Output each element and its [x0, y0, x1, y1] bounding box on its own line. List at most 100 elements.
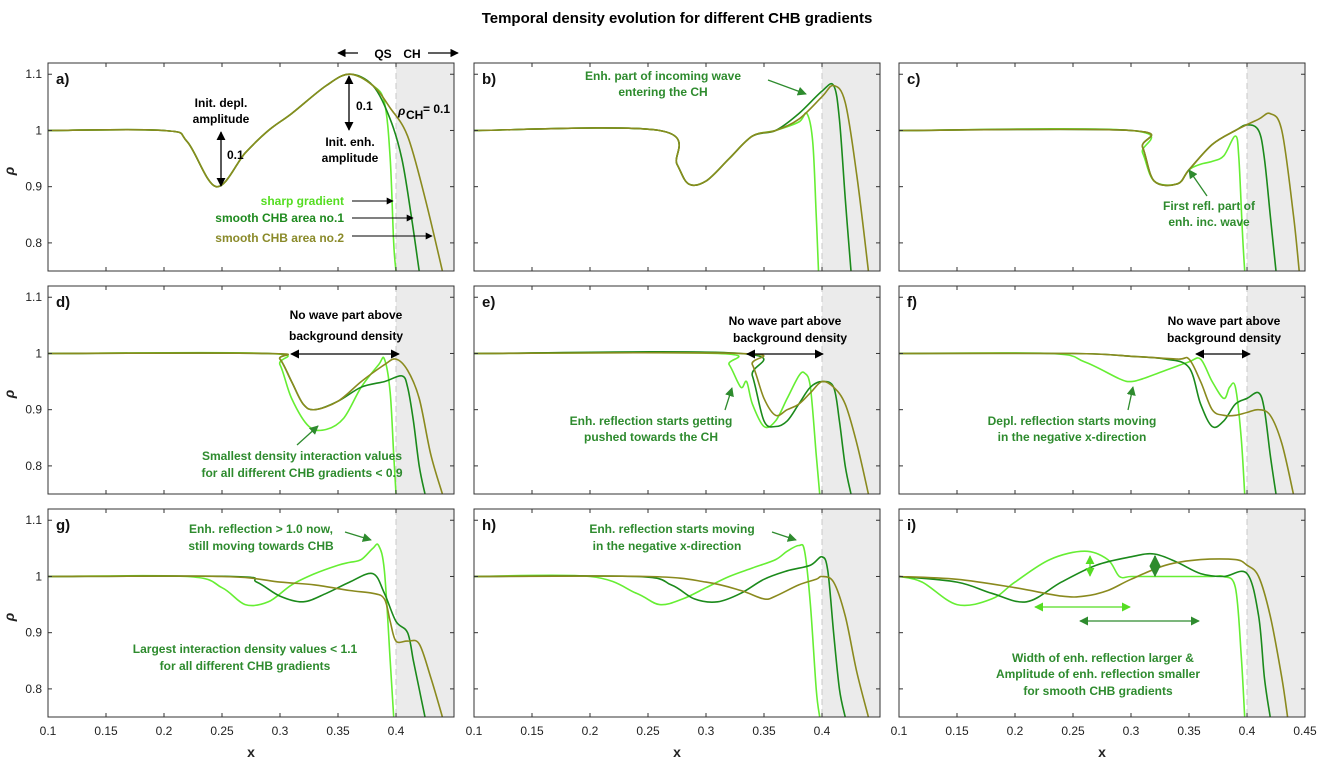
series-group	[899, 550, 1289, 717]
series-line-smooth-chb-area-no-1	[48, 572, 426, 717]
depl-value: 0.1	[227, 148, 244, 162]
y-tick-label: 1	[35, 346, 42, 360]
series-line-smooth-chb-area-no-1	[899, 552, 1271, 717]
series-group	[899, 352, 1295, 494]
panel-f-annotations: No wave part above background density De…	[988, 314, 1282, 444]
series-line-sharp-gradient	[48, 543, 395, 717]
panel-label: h)	[482, 517, 496, 534]
panel-g-top-2: still moving towards CHB	[188, 539, 334, 553]
panel-label: d)	[56, 294, 70, 311]
init-enh-label-1: Init. enh.	[325, 135, 374, 149]
panel-g-annotations: Enh. reflection > 1.0 now, still moving …	[133, 522, 372, 673]
panel-c-note-2: enh. inc. wave	[1168, 215, 1250, 229]
panel-h: 0.1 0.15 0.2 0.25 0.3 0.35 0.4 h) x	[466, 508, 881, 760]
axes-box	[473, 285, 881, 495]
rho-ch-symbol: ρ	[397, 104, 405, 118]
series-line-sharp-gradient	[474, 543, 821, 717]
x-tick-label: 0.35	[752, 724, 776, 738]
panel-h-annotations: Enh. reflection starts moving in the neg…	[589, 522, 797, 553]
series-group	[474, 543, 870, 717]
ch-label: CH	[403, 47, 420, 61]
ch-region	[396, 509, 454, 717]
ch-region	[822, 286, 880, 494]
x-tick-label: 0.25	[210, 724, 234, 738]
panel-d-top-2: background density	[289, 329, 403, 343]
panel-label: a)	[56, 71, 69, 88]
series-line-sharp-gradient	[474, 112, 820, 271]
y-tick-label: 0.9	[25, 626, 42, 640]
panel-label: b)	[482, 71, 496, 88]
panel-f-bottom-2: in the negative x-direction	[998, 430, 1147, 444]
y-tick-label: 0.8	[25, 682, 42, 696]
y-axis-label: ρ	[1, 612, 17, 622]
series-line-sharp-gradient	[48, 351, 397, 494]
y-tick-label: 1.1	[25, 67, 42, 81]
legend-smooth2: smooth CHB area no.2	[215, 231, 344, 245]
panel-h-top-2: in the negative x-direction	[593, 539, 742, 553]
enh-value: 0.1	[356, 99, 373, 113]
x-tick-label: 0.15	[94, 724, 118, 738]
panel-c: c)	[898, 62, 1306, 272]
panel-i-annotations: Width of enh. reflection larger & Amplit…	[996, 554, 1200, 698]
y-tick-label: 0.8	[25, 236, 42, 250]
y-tick-label: 0.9	[25, 180, 42, 194]
panel-c-note-1: First refl. part of	[1163, 199, 1256, 213]
panel-i: 0.1 0.15 0.2 0.25 0.3 0.35 0.4 0.45 i) x	[891, 508, 1317, 760]
x-tick-label: 0.2	[1007, 724, 1024, 738]
y-tick-label: 1.1	[25, 290, 42, 304]
panel-i-note-2: Amplitude of enh. reflection smaller	[996, 667, 1200, 681]
series-line-smooth-chb-area-no-1	[899, 124, 1277, 271]
panel-e-bottom-2: pushed towards the CH	[584, 430, 718, 444]
x-tick-label: 0.1	[466, 724, 483, 738]
x-tick-label: 0.4	[814, 724, 831, 738]
panel-label: i)	[907, 517, 916, 534]
panel-label: c)	[907, 71, 920, 88]
panel-e-top-1: No wave part above	[729, 314, 842, 328]
series-line-smooth-chb-area-no-2	[48, 352, 444, 494]
axes-box	[898, 62, 1306, 272]
rho-ch-subscript: CH	[406, 108, 423, 122]
series-line-smooth-chb-area-no-2	[474, 575, 870, 717]
panel-f-top-2: background density	[1167, 331, 1281, 345]
axes-box	[47, 285, 455, 495]
ch-region	[1247, 286, 1305, 494]
panel-e-annotations: No wave part above background density En…	[570, 314, 848, 444]
series-line-smooth-chb-area-no-2	[899, 112, 1300, 271]
ch-region	[396, 286, 454, 494]
x-tick-label: 0.25	[1061, 724, 1085, 738]
series-line-smooth-chb-area-no-2	[48, 73, 444, 271]
panel-b: b)	[473, 62, 881, 272]
panel-d: 0.8 0.9 1 1.1 d) ρ	[1, 285, 455, 495]
panel-g-bottom-2: for all different CHB gradients	[160, 659, 331, 673]
x-tick-label: 0.1	[891, 724, 908, 738]
x-tick-label: 0.15	[520, 724, 544, 738]
legend-smooth1: smooth CHB area no.1	[215, 211, 344, 225]
panel-d-top-1: No wave part above	[290, 308, 403, 322]
series-line-smooth-chb-area-no-1	[474, 82, 852, 271]
series-line-smooth-chb-area-no-2	[899, 352, 1295, 494]
series-line-smooth-chb-area-no-2	[48, 575, 444, 717]
x-tick-label: 0.25	[636, 724, 660, 738]
rho-ch-value: = 0.1	[423, 102, 450, 116]
init-depl-label-1: Init. depl.	[195, 96, 248, 110]
panel-g: 0.8 0.9 1 1.1 0.1 0.15 0.2 0.25 0.3 0.35 0.4 g) ρ x	[1, 508, 455, 760]
legend-sharp: sharp gradient	[261, 194, 344, 208]
ch-region	[396, 63, 454, 271]
qs-label: QS	[374, 47, 391, 61]
x-tick-label: 0.1	[40, 724, 57, 738]
x-tick-label: 0.3	[1123, 724, 1140, 738]
panels: 0.8 0.9 1 1.1 a) ρ b) c) 0.8 0.9 1 1.1 d) ρ e) f) 0.8 0.9…	[1, 62, 1317, 760]
panel-d-annotations: No wave part above background density Sm…	[201, 308, 403, 480]
init-depl-label-2: amplitude	[193, 112, 250, 126]
panel-i-note-1: Width of enh. reflection larger &	[1012, 651, 1194, 665]
y-tick-label: 1.1	[25, 513, 42, 527]
series-line-sharp-gradient	[899, 128, 1246, 271]
panel-b-note-1: Enh. part of incoming wave	[585, 69, 741, 83]
panel-i-note-3: for smooth CHB gradients	[1023, 684, 1173, 698]
panel-label: g)	[56, 517, 70, 534]
panel-f-bottom-1: Depl. reflection starts moving	[988, 414, 1157, 428]
x-axis-label: x	[673, 744, 681, 760]
y-tick-label: 0.9	[25, 403, 42, 417]
series-line-smooth-chb-area-no-2	[474, 84, 870, 271]
